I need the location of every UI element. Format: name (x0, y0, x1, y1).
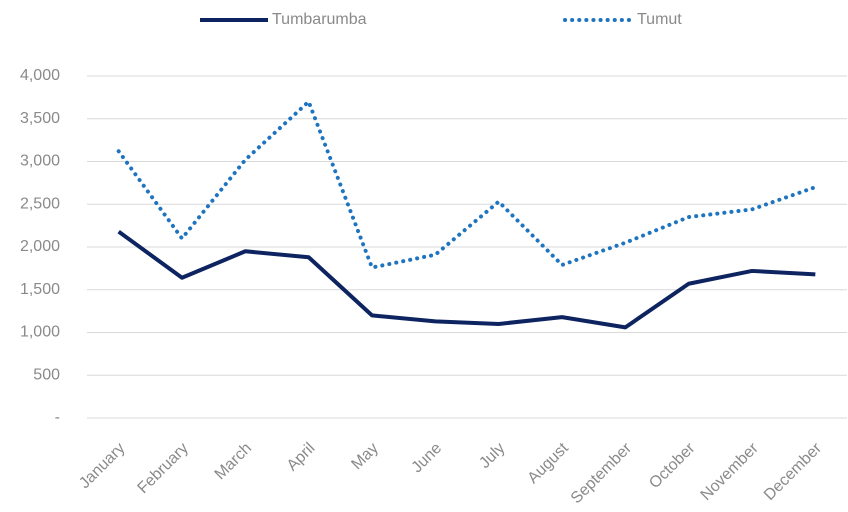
x-tick-label: February (135, 440, 192, 497)
x-tick-label: October (646, 439, 699, 492)
y-tick-label: 500 (33, 366, 60, 383)
x-tick-label: September (568, 439, 636, 507)
y-tick-label: 2,000 (20, 238, 60, 255)
legend-label: Tumbarumba (272, 11, 367, 28)
x-tick-label: December (761, 439, 826, 504)
y-tick-label: - (55, 409, 60, 426)
x-tick-label: November (698, 439, 763, 504)
x-tick-label: April (284, 440, 319, 475)
y-tick-label: 3,000 (20, 153, 60, 170)
y-tick-label: 1,500 (20, 281, 60, 298)
legend-label: Tumut (637, 11, 682, 28)
y-tick-label: 1,000 (20, 324, 60, 341)
x-tick-label: August (525, 439, 573, 487)
x-tick-label: January (76, 440, 128, 492)
x-tick-label: June (409, 440, 446, 477)
y-tick-label: 3,500 (20, 110, 60, 127)
series-line (117, 229, 816, 330)
x-tick-label: March (212, 440, 255, 483)
x-tick-label: July (476, 440, 508, 472)
series-line (116, 98, 818, 270)
x-tick-label: May (348, 440, 381, 473)
y-tick-label: 4,000 (20, 67, 60, 84)
y-tick-label: 2,500 (20, 195, 60, 212)
